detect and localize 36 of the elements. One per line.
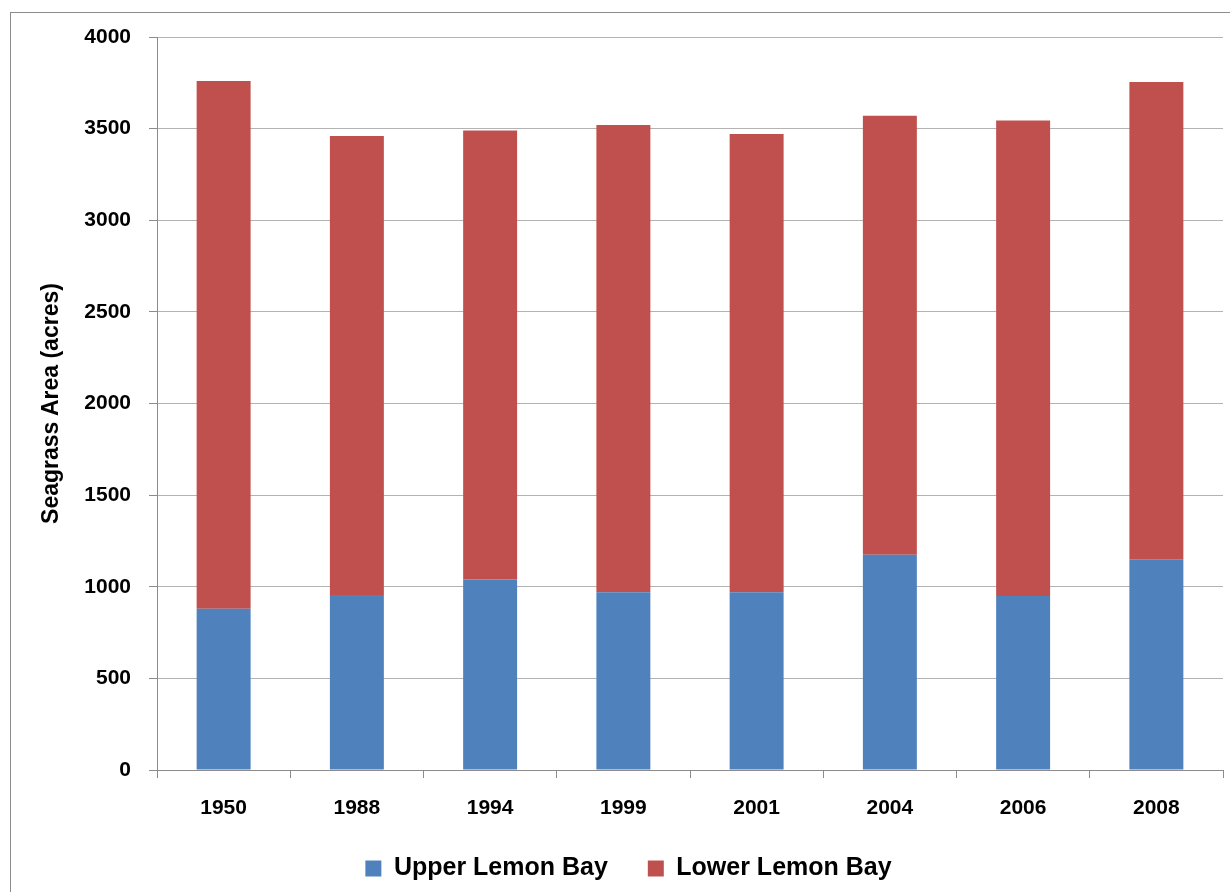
y-axis-title: Seagrass Area (acres) bbox=[37, 283, 64, 524]
y-tick-label: 2000 bbox=[84, 390, 131, 414]
x-tick-label: 2001 bbox=[733, 795, 781, 819]
x-tick-label: 1994 bbox=[466, 795, 514, 819]
x-tick-label: 1950 bbox=[200, 795, 247, 819]
bar bbox=[196, 608, 251, 770]
bar bbox=[463, 579, 518, 770]
bar bbox=[729, 134, 784, 593]
y-tick-label: 3500 bbox=[84, 115, 131, 139]
x-tick-label: 1988 bbox=[333, 795, 381, 819]
y-tick-label: 500 bbox=[95, 665, 131, 689]
legend-label: Lower Lemon Bay bbox=[676, 852, 892, 881]
x-tick-label: 1999 bbox=[600, 795, 647, 819]
bar bbox=[996, 595, 1051, 770]
bar bbox=[329, 135, 384, 595]
y-tick-label: 4000 bbox=[84, 23, 131, 47]
legend-label: Upper Lemon Bay bbox=[393, 852, 608, 881]
y-tick-label: 3000 bbox=[84, 207, 131, 231]
y-tick-label: 1500 bbox=[84, 481, 131, 505]
y-tick-label: 0 bbox=[119, 756, 131, 780]
bar bbox=[862, 115, 917, 555]
y-tick-label: 1000 bbox=[84, 573, 131, 597]
y-tick-label: 2500 bbox=[84, 298, 131, 322]
bar bbox=[729, 592, 784, 770]
bar bbox=[862, 554, 917, 770]
x-tick-label: 2006 bbox=[999, 795, 1047, 819]
x-tick-label: 2004 bbox=[866, 795, 914, 819]
bar bbox=[596, 592, 651, 770]
bar bbox=[463, 130, 518, 580]
bar bbox=[996, 120, 1051, 596]
x-tick-label: 2008 bbox=[1133, 795, 1181, 819]
bar bbox=[1129, 559, 1184, 770]
bar bbox=[329, 595, 384, 770]
bar bbox=[596, 124, 651, 593]
bar bbox=[1129, 81, 1184, 560]
bar bbox=[196, 80, 251, 609]
